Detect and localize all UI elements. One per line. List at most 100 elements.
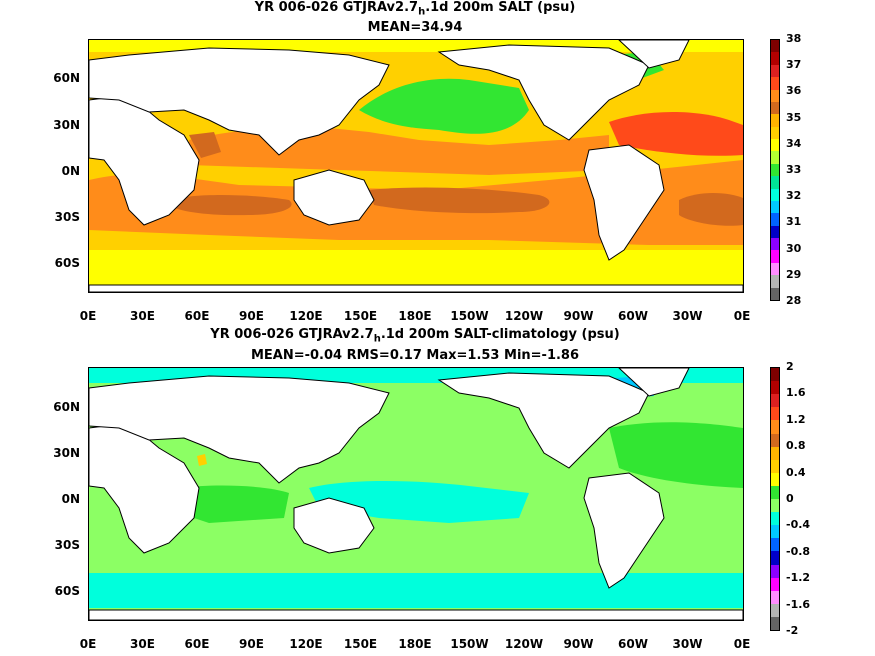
salinity-colorbar-tick-6: 32 bbox=[786, 189, 802, 203]
map2-atlantic-pos bbox=[609, 422, 743, 488]
map2-southern-neg bbox=[89, 573, 743, 608]
salinity-colorbar-tick-3: 35 bbox=[786, 110, 802, 124]
map2-lon-label-2: 60E bbox=[184, 637, 210, 651]
salinity-colorbar-swatch-18 bbox=[771, 262, 779, 276]
salinity-map-svg bbox=[89, 40, 743, 292]
salinity-colorbar-swatch-11 bbox=[771, 176, 779, 190]
salinity-colorbar-swatch-19 bbox=[771, 275, 779, 289]
salinity-colorbar-swatch-8 bbox=[771, 139, 779, 152]
map2-lon-label-9: 90W bbox=[563, 637, 594, 651]
salinity-colorbar-swatch-9 bbox=[771, 151, 779, 165]
anomaly-colorbar-tick-10: -2 bbox=[786, 624, 799, 637]
salinity-colorbar bbox=[770, 39, 780, 301]
salinity-colorbar-swatch-17 bbox=[771, 250, 779, 264]
anomaly-colorbar-swatch-15 bbox=[771, 564, 779, 579]
map1-lon-label-5: 150E bbox=[343, 309, 378, 323]
map2-lat-label-60n: 60N bbox=[53, 400, 80, 414]
map1-lon-label-7: 150W bbox=[450, 309, 489, 323]
map2-lon-label-10: 60W bbox=[618, 637, 648, 651]
map1-lat-label-60n: 60N bbox=[53, 71, 80, 85]
salinity-colorbar-swatch-0 bbox=[771, 40, 779, 53]
anomaly-map-svg bbox=[89, 368, 743, 620]
map2-lat-label-60s: 60S bbox=[54, 584, 80, 598]
map2-lat-label-0n: 0N bbox=[61, 492, 80, 506]
salinity-colorbar-swatch-10 bbox=[771, 163, 779, 177]
map1-lat-label-30s: 30S bbox=[54, 210, 80, 224]
salinity-colorbar-tick-2: 36 bbox=[786, 84, 802, 98]
anomaly-colorbar-tick-2: 1.2 bbox=[786, 412, 806, 426]
salinity-colorbar-swatch-20 bbox=[771, 287, 779, 301]
map1-antarctica bbox=[89, 284, 743, 292]
anomaly-colorbar-swatch-13 bbox=[771, 538, 779, 552]
salinity-colorbar-swatch-6 bbox=[771, 114, 779, 128]
anomaly-colorbar-swatch-12 bbox=[771, 525, 779, 539]
anomaly-colorbar-tick-5: 0 bbox=[786, 492, 794, 505]
map2-lat-label-30s: 30S bbox=[54, 538, 80, 552]
map2-north-america bbox=[437, 372, 650, 469]
anomaly-colorbar-swatch-16 bbox=[771, 577, 779, 592]
map2-africa bbox=[89, 422, 200, 554]
salinity-colorbar-tick-1: 37 bbox=[786, 58, 802, 72]
salinity-colorbar-swatch-7 bbox=[771, 126, 779, 140]
map2-south-america bbox=[583, 472, 665, 589]
anomaly-colorbar-swatch-3 bbox=[771, 407, 779, 421]
map1-lon-label-2: 60E bbox=[184, 309, 210, 323]
map2-lon-label-6: 180E bbox=[398, 637, 432, 651]
map1-eurasia bbox=[89, 47, 390, 156]
salinity-colorbar-tick-7: 31 bbox=[786, 215, 802, 229]
anomaly-colorbar-tick-4: 0.4 bbox=[786, 465, 806, 479]
map2-red-sea-hot bbox=[197, 454, 207, 466]
map2-lon-label-8: 120W bbox=[504, 637, 544, 651]
map2-antarctica bbox=[89, 609, 743, 620]
anomaly-colorbar-swatch-14 bbox=[771, 551, 779, 565]
map1-greenland bbox=[618, 40, 690, 69]
anomaly-colorbar-swatch-2 bbox=[771, 394, 779, 408]
map1-southern-ocean bbox=[89, 250, 743, 292]
anomaly-colorbar-swatch-7 bbox=[771, 459, 779, 474]
map1-south-atlantic-max bbox=[679, 193, 743, 226]
map1-lon-label-0: 0E bbox=[79, 309, 97, 323]
salinity-colorbar-swatch-5 bbox=[771, 101, 779, 115]
map1-north-atlantic-max bbox=[609, 112, 743, 156]
anomaly-colorbar-swatch-10 bbox=[771, 499, 779, 513]
map1-arabian-sea bbox=[189, 132, 221, 158]
anomaly-colorbar-tick-9: -1.6 bbox=[786, 597, 811, 611]
map1-lon-label-1: 30E bbox=[130, 309, 155, 323]
anomaly-colorbar-swatch-11 bbox=[771, 512, 779, 526]
map1-lon-label-10: 60W bbox=[618, 309, 648, 323]
map2-lon-label-12: 0E bbox=[733, 637, 751, 651]
map2-indian-pos bbox=[179, 485, 289, 523]
anomaly-colorbar-tick-7: -0.8 bbox=[786, 544, 811, 558]
salinity-colorbar-swatch-15 bbox=[771, 225, 779, 239]
anomaly-colorbar-swatch-19 bbox=[771, 616, 779, 631]
panel2-stats: MEAN=-0.04 RMS=0.17 Max=1.53 Min=-1.86 bbox=[250, 348, 580, 363]
map2-lon-label-7: 150W bbox=[450, 637, 489, 651]
salinity-colorbar-swatch-3 bbox=[771, 77, 779, 91]
map1-land bbox=[89, 40, 743, 292]
map1-north-america bbox=[437, 44, 650, 141]
map2-eurasia bbox=[89, 375, 390, 484]
anomaly-colorbar-tick-3: 0.8 bbox=[786, 439, 806, 453]
map2-lon-label-0: 0E bbox=[79, 637, 97, 651]
salinity-colorbar-tick-10: 28 bbox=[786, 294, 802, 307]
map1-lon-label-3: 90E bbox=[239, 309, 264, 323]
map1-lon-label-8: 120W bbox=[504, 309, 544, 323]
map1-australia bbox=[293, 169, 375, 226]
salinity-colorbar-tick-4: 34 bbox=[786, 136, 802, 150]
map2-lat-label-30n: 30N bbox=[53, 446, 80, 460]
anomaly-colorbar-swatch-6 bbox=[771, 446, 779, 461]
map1-lon-label-9: 90W bbox=[563, 309, 594, 323]
anomaly-colorbar-swatch-9 bbox=[771, 485, 779, 500]
panel1-stats: MEAN=34.94 bbox=[367, 20, 463, 35]
anomaly-colorbar-swatch-0 bbox=[771, 368, 779, 382]
map2-lon-label-11: 30W bbox=[672, 637, 703, 651]
map1-lat-label-30n: 30N bbox=[53, 118, 80, 132]
map1-africa bbox=[89, 94, 200, 226]
salinity-colorbar-swatch-4 bbox=[771, 89, 779, 103]
anomaly-colorbar-tick-1: 1.6 bbox=[786, 386, 806, 400]
salinity-colorbar-swatch-1 bbox=[771, 52, 779, 66]
salinity-map bbox=[88, 39, 744, 293]
map1-south-indian-max bbox=[169, 195, 292, 216]
salinity-colorbar-swatch-13 bbox=[771, 200, 779, 214]
anomaly-colorbar-swatch-4 bbox=[771, 420, 779, 434]
